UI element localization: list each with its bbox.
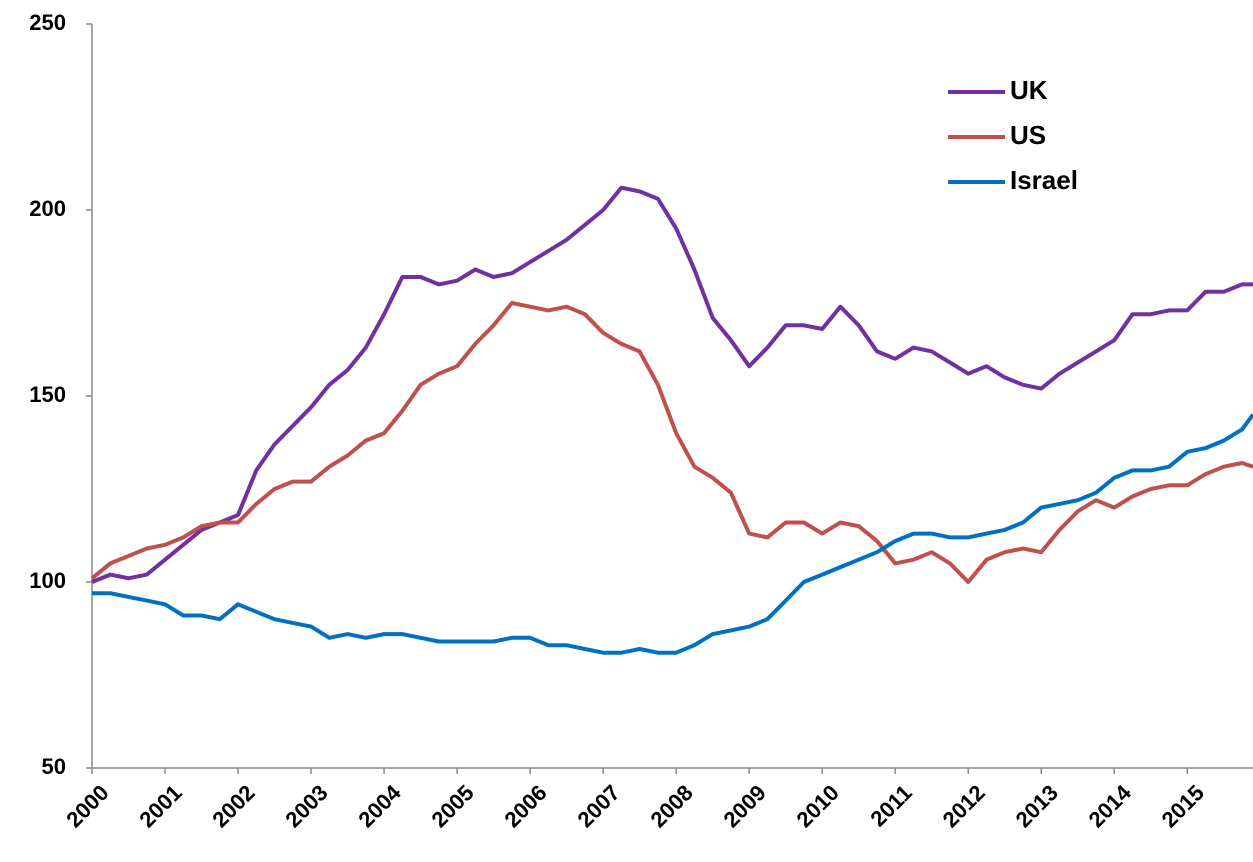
x-tick-label: 2009 — [719, 780, 771, 832]
y-tick-label: 100 — [29, 568, 66, 593]
x-tick-label: 2001 — [134, 780, 186, 832]
y-tick-label: 200 — [29, 196, 66, 221]
series-line — [90, 301, 1253, 584]
legend-label: US — [1010, 120, 1046, 150]
x-tick-label: 2003 — [280, 780, 332, 832]
x-tick-label: 2012 — [938, 780, 990, 832]
x-tick-label: 2008 — [646, 780, 698, 832]
legend-label: Israel — [1010, 165, 1078, 195]
x-tick-label: 2004 — [353, 779, 406, 832]
x-tick-label: 2015 — [1157, 780, 1209, 832]
x-tick-label: 2000 — [61, 780, 113, 832]
series-line — [91, 185, 1253, 584]
x-tick-label: 2005 — [426, 780, 478, 832]
y-tick-label: 150 — [29, 382, 66, 407]
x-tick-label: 2010 — [792, 780, 844, 832]
x-tick-label: 2013 — [1011, 780, 1063, 832]
x-tick-label: 2011 — [865, 780, 916, 831]
x-tick-label: 2002 — [207, 780, 259, 832]
series-line — [92, 413, 1253, 655]
y-tick-label: 250 — [29, 10, 66, 35]
x-tick-label: 2006 — [499, 780, 551, 832]
x-tick-label: 2007 — [572, 780, 624, 832]
y-tick-label: 50 — [42, 754, 66, 779]
x-tick-label: 2014 — [1084, 779, 1137, 832]
legend-label: UK — [1010, 75, 1048, 105]
